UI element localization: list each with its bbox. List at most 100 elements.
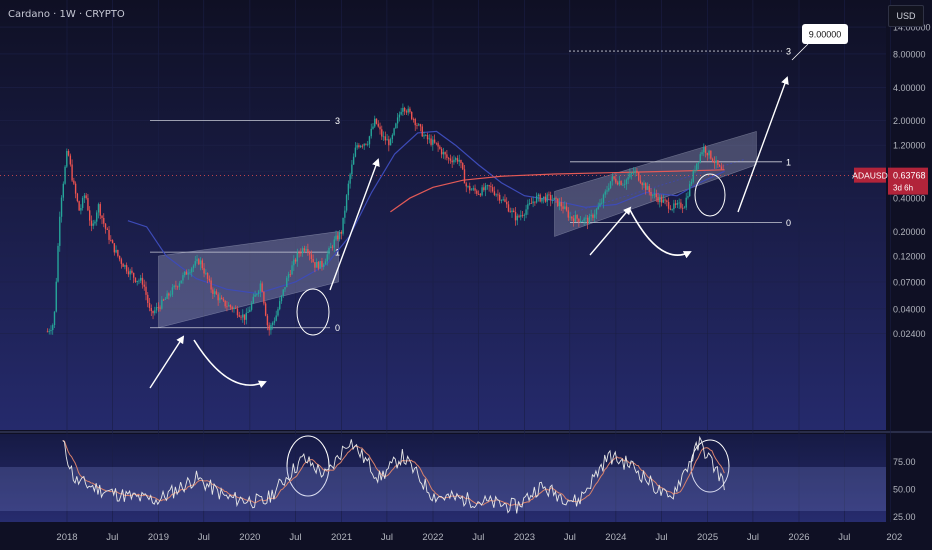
rsi-tick-label: 75.00	[893, 457, 916, 467]
candle-body	[488, 185, 490, 187]
candle-body	[296, 252, 299, 262]
symbol-tag-bg	[854, 167, 886, 183]
price-tags: ADAUSD 0.63768 3d 6h	[852, 167, 928, 195]
fib-levels: 3 1 0 3 1 0	[150, 47, 791, 333]
candle-body	[171, 287, 174, 295]
candle-body	[76, 193, 79, 202]
candle-body	[87, 198, 89, 211]
candle-body	[432, 139, 434, 145]
candle-body	[398, 114, 401, 118]
candle-body	[206, 272, 209, 279]
candle-body	[359, 145, 362, 148]
candle-body	[358, 145, 360, 148]
candle-body	[354, 147, 357, 157]
candle-body	[60, 197, 63, 217]
candle-body	[73, 180, 75, 184]
candle-body	[124, 265, 126, 267]
candle-body	[347, 183, 350, 196]
candle-body	[449, 158, 452, 161]
candle-body	[639, 180, 642, 184]
candle-body	[104, 223, 107, 229]
time-tick-label: Jul	[564, 532, 576, 543]
time-tick-label: 2024	[605, 532, 626, 543]
candle-body	[611, 176, 613, 182]
target-callout-box	[802, 24, 848, 44]
candle-body	[578, 218, 580, 222]
candle-body	[694, 170, 696, 172]
currency-button[interactable]: USD	[888, 5, 924, 27]
candle-body	[701, 152, 703, 155]
candle-body	[706, 153, 709, 156]
candle-body	[453, 159, 455, 163]
time-tick-label: 2021	[331, 532, 352, 543]
candle-body	[90, 220, 93, 226]
candle-body	[592, 214, 594, 218]
candle-body	[699, 154, 701, 163]
candle-body	[419, 124, 422, 127]
candle-body	[349, 174, 351, 184]
candle-body	[166, 293, 168, 299]
candle-body	[451, 160, 453, 163]
candle-body	[678, 202, 680, 204]
candle-body	[314, 262, 316, 268]
candle-body	[275, 315, 277, 321]
candle-body	[345, 195, 348, 211]
candle-body	[333, 239, 335, 248]
price-tag-countdown: 3d 6h	[893, 184, 913, 193]
candle-body	[233, 308, 235, 310]
candle-body	[507, 204, 510, 212]
time-axis[interactable]: 2018 Jul 2019 Jul 2020 Jul 2021 Jul 2022 Jul 2023 J…	[56, 532, 902, 543]
price-tick-label: 1.20000	[893, 141, 926, 151]
candle-body	[252, 296, 255, 304]
candle-body	[462, 163, 464, 170]
candle-body	[477, 193, 480, 195]
candle-body	[542, 196, 545, 198]
candle-body	[666, 200, 668, 202]
highlight-ellipse	[694, 173, 726, 217]
candle-body	[298, 252, 300, 254]
candle-body	[458, 159, 460, 162]
candle-body	[324, 261, 327, 265]
fib-label: 0	[786, 218, 791, 228]
candle-body	[516, 215, 518, 221]
candle-body	[395, 123, 397, 129]
candle-body	[481, 187, 483, 196]
candle-body	[493, 191, 496, 195]
candle-body	[372, 126, 374, 129]
candle-body	[69, 155, 72, 165]
arrow-straight	[149, 335, 185, 389]
candle-body	[368, 136, 371, 145]
candle-body	[352, 156, 355, 165]
candle-body	[331, 246, 334, 248]
candle-body	[567, 210, 570, 218]
candle-body	[613, 176, 615, 179]
candle-body	[555, 197, 557, 199]
candle-body	[344, 210, 346, 218]
candle-body	[240, 316, 242, 318]
candle-body	[194, 261, 196, 266]
candle-body	[210, 280, 212, 290]
candle-body	[141, 277, 144, 285]
candle-body	[57, 245, 59, 282]
candle-body	[62, 183, 64, 198]
price-tick-label: 4.00000	[893, 83, 926, 93]
candle-body	[713, 161, 716, 164]
rsi-line	[62, 435, 725, 514]
candle-body	[541, 197, 543, 202]
candle-body	[439, 146, 441, 149]
channel-2	[554, 130, 757, 237]
candle-body	[157, 307, 160, 308]
candle-body	[122, 263, 124, 267]
candle-body	[55, 281, 57, 312]
candle-body	[150, 307, 152, 311]
time-tick-label: 2020	[239, 532, 260, 543]
candle-body	[446, 154, 448, 158]
fib-label: 0	[335, 323, 340, 333]
candle-body	[388, 139, 390, 146]
price-tag-value: 0.63768	[893, 171, 926, 181]
candle-body	[421, 126, 423, 137]
candle-body	[703, 146, 705, 153]
candle-body	[615, 178, 617, 183]
candle-body	[470, 189, 473, 191]
